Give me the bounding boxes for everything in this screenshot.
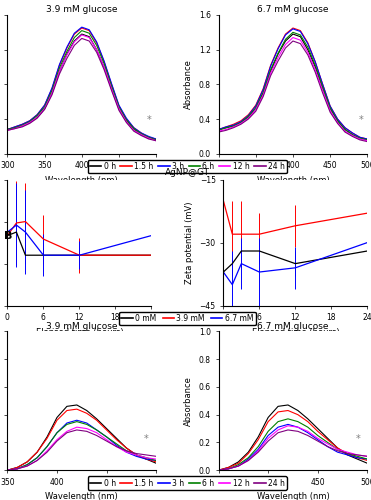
Y-axis label: Absorbance: Absorbance: [184, 60, 193, 110]
X-axis label: Elapsed time (hours): Elapsed time (hours): [36, 328, 123, 337]
Y-axis label: Absorbance: Absorbance: [184, 376, 193, 426]
Text: *: *: [147, 116, 152, 126]
Legend: 0 h, 1.5 h, 3 h, 6 h, 12 h, 24 h: 0 h, 1.5 h, 3 h, 6 h, 12 h, 24 h: [88, 160, 287, 173]
Text: AgNP@GT: AgNP@GT: [165, 168, 210, 177]
Title: 3.9 mM glucose: 3.9 mM glucose: [46, 5, 118, 14]
X-axis label: Wavelength (nm): Wavelength (nm): [257, 492, 329, 500]
Legend: 0 mM, 3.9 mM, 6.7 mM: 0 mM, 3.9 mM, 6.7 mM: [119, 312, 256, 326]
Text: *: *: [358, 116, 363, 126]
X-axis label: Wavelength (nm): Wavelength (nm): [257, 176, 329, 185]
Legend: 0 h, 1.5 h, 3 h, 6 h, 12 h, 24 h: 0 h, 1.5 h, 3 h, 6 h, 12 h, 24 h: [88, 476, 287, 490]
Title: 6.7 mM glucose: 6.7 mM glucose: [257, 5, 329, 14]
Y-axis label: Zeta potential (mV): Zeta potential (mV): [185, 202, 194, 284]
Title: 6.7 mM glucose: 6.7 mM glucose: [257, 322, 329, 330]
X-axis label: Wavelength (nm): Wavelength (nm): [45, 492, 118, 500]
Title: 3.9 mM glucose: 3.9 mM glucose: [46, 322, 118, 330]
Text: B: B: [4, 231, 12, 241]
Text: *: *: [144, 434, 149, 444]
X-axis label: Elapsed time (hours): Elapsed time (hours): [252, 328, 339, 337]
Text: *: *: [355, 434, 360, 444]
X-axis label: Wavelength (nm): Wavelength (nm): [45, 176, 118, 185]
